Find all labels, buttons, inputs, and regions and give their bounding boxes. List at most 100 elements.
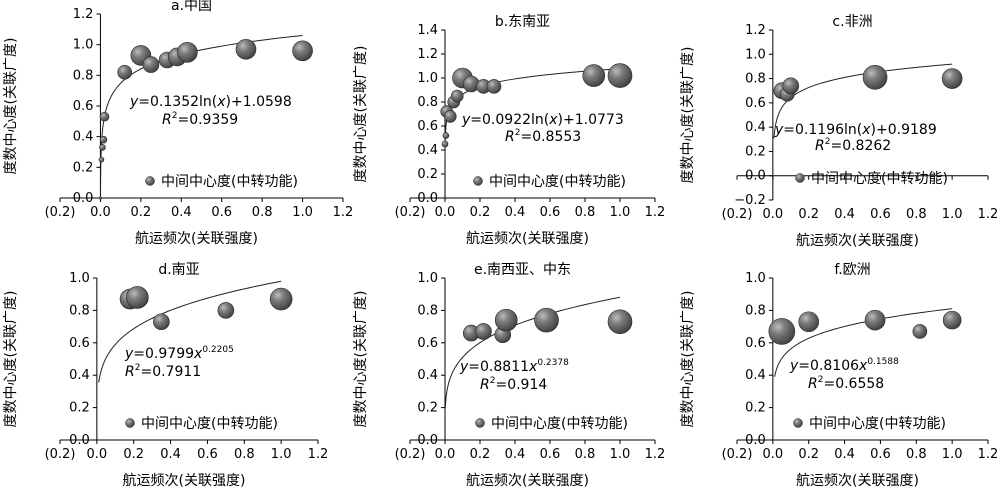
chart-panel-c: (0.2) 0.0 0.2 0.4 0.6 0.8 1.0 1.2−0.20.00.20.40… bbox=[680, 14, 998, 249]
x-tick-label: 0.8 bbox=[252, 205, 273, 220]
y-tick-label: 0.8 bbox=[417, 95, 438, 110]
regression-equation: y=0.8811x0.2378 bbox=[459, 358, 569, 375]
chart-title: c.非洲 bbox=[832, 14, 872, 30]
data-bubble bbox=[177, 42, 198, 63]
x-tick-label: 1.0 bbox=[942, 207, 963, 222]
y-tick-label: 0.2 bbox=[745, 144, 766, 159]
x-tick-label: (0.2) bbox=[722, 207, 753, 222]
data-bubble bbox=[475, 323, 492, 340]
y-tick-label: 0.0 bbox=[69, 433, 90, 448]
chart-panel-b: (0.2) 0.0 0.2 0.4 0.6 0.8 1.0 1.20.00.20.40.60.… bbox=[353, 14, 665, 247]
r-squared-value: R2=0.7911 bbox=[125, 363, 201, 380]
x-tick-label: 0.8 bbox=[575, 447, 596, 462]
data-bubble bbox=[99, 111, 110, 122]
y-tick-label: 0.8 bbox=[73, 68, 94, 83]
x-tick-label: 0.2 bbox=[470, 447, 491, 462]
x-tick-label: 1.0 bbox=[942, 447, 963, 462]
y-axis-label: 度数中心度(关联广度) bbox=[353, 291, 369, 428]
y-tick-label: 1.0 bbox=[417, 271, 438, 286]
data-bubble bbox=[441, 140, 449, 148]
x-tick-label: 0.8 bbox=[234, 447, 255, 462]
x-axis-label: 航运频次(关联强度) bbox=[466, 473, 589, 489]
trendline-curve bbox=[774, 308, 953, 377]
x-tick-label: 0.4 bbox=[505, 205, 526, 220]
data-bubble bbox=[768, 318, 796, 345]
y-tick-label: 0.6 bbox=[745, 96, 766, 111]
data-bubble bbox=[798, 311, 820, 333]
y-tick-label: 0.4 bbox=[745, 368, 766, 383]
legend-label: 中间中心度(中转功能) bbox=[141, 416, 278, 432]
y-tick-label: 1.0 bbox=[745, 47, 766, 62]
x-tick-label: 1.0 bbox=[271, 447, 292, 462]
x-tick-label: (0.2) bbox=[722, 447, 753, 462]
y-tick-label: 0.4 bbox=[69, 368, 90, 383]
y-tick-label: 0.2 bbox=[417, 167, 438, 182]
data-bubble bbox=[153, 313, 170, 331]
y-tick-label: 0.2 bbox=[73, 160, 94, 175]
x-tick-label: 0.8 bbox=[906, 207, 927, 222]
data-bubble bbox=[443, 110, 457, 123]
trendline-curve bbox=[98, 280, 282, 383]
chart-panel-f: (0.2) 0.0 0.2 0.4 0.6 0.8 1.0 1.20.00.20.40.60.… bbox=[680, 262, 998, 489]
data-bubble bbox=[864, 309, 886, 331]
data-bubble bbox=[486, 79, 502, 94]
x-tick-label: 0.4 bbox=[834, 207, 855, 222]
y-tick-label: 0.2 bbox=[69, 401, 90, 416]
y-tick-label: 0.6 bbox=[417, 336, 438, 351]
y-tick-label: 0.8 bbox=[417, 303, 438, 318]
y-tick-label: 1.0 bbox=[745, 271, 766, 286]
data-bubble bbox=[292, 40, 313, 62]
data-bubble bbox=[582, 64, 606, 87]
legend-marker bbox=[125, 418, 135, 428]
chart-title: e.南西亚、中东 bbox=[474, 262, 571, 278]
legend-label: 中间中心度(中转功能) bbox=[491, 416, 628, 432]
chart-panel-e: (0.2) 0.0 0.2 0.4 0.6 0.8 1.0 1.20.00.20.40.60.… bbox=[353, 262, 665, 489]
y-tick-label: 0.8 bbox=[69, 303, 90, 318]
chart-panel-d: (0.2) 0.0 0.2 0.4 0.6 0.8 1.0 1.20.00.20.40.60.… bbox=[3, 262, 328, 489]
legend-marker bbox=[795, 173, 805, 183]
x-tick-label: 0.0 bbox=[435, 205, 456, 220]
y-axis-label: 度数中心度(关联广度) bbox=[680, 291, 696, 428]
legend-marker bbox=[793, 418, 803, 428]
data-bubble bbox=[99, 135, 108, 144]
y-tick-label: 0.4 bbox=[417, 143, 438, 158]
data-bubble bbox=[99, 144, 106, 151]
r-squared-value: R2=0.8262 bbox=[815, 137, 891, 154]
x-tick-label: 0.6 bbox=[870, 447, 891, 462]
legend-label: 中间中心度(中转功能) bbox=[489, 174, 626, 190]
x-axis-label: 航运频次(关联强度) bbox=[466, 231, 589, 247]
x-tick-label: 0.0 bbox=[763, 447, 784, 462]
data-bubble bbox=[942, 310, 962, 330]
data-bubble bbox=[534, 307, 559, 333]
y-tick-label: 0.6 bbox=[745, 336, 766, 351]
y-tick-label: 0.6 bbox=[73, 99, 94, 114]
y-tick-label: 0.4 bbox=[745, 120, 766, 135]
y-tick-label: 0.8 bbox=[745, 303, 766, 318]
data-bubble bbox=[450, 89, 464, 103]
data-bubble bbox=[912, 324, 928, 339]
y-axis-label: 度数中心度(关联广度) bbox=[3, 38, 19, 175]
data-bubble bbox=[126, 286, 149, 309]
legend-label: 中间中心度(中转功能) bbox=[161, 174, 298, 190]
r-squared-value: R2=0.8553 bbox=[505, 128, 581, 145]
x-tick-label: 1.2 bbox=[645, 447, 666, 462]
legend-marker bbox=[145, 176, 155, 186]
r-squared-value: R2=0.6558 bbox=[808, 375, 884, 392]
r-squared-value: R2=0.914 bbox=[480, 376, 547, 393]
y-tick-label: 0.0 bbox=[417, 433, 438, 448]
data-bubble bbox=[862, 65, 888, 90]
y-tick-label: 0.2 bbox=[745, 401, 766, 416]
legend-marker bbox=[473, 176, 483, 186]
chart-title: a.中国 bbox=[171, 0, 212, 14]
data-bubble bbox=[98, 196, 102, 200]
y-tick-label: 0.0 bbox=[73, 191, 94, 206]
data-bubble bbox=[607, 63, 633, 88]
x-tick-label: 0.6 bbox=[197, 447, 218, 462]
data-bubble bbox=[941, 68, 963, 89]
data-bubble bbox=[217, 302, 235, 319]
x-axis-label: 航运频次(关联强度) bbox=[123, 473, 246, 489]
regression-equation: y=0.1196ln(x)+0.9189 bbox=[774, 122, 937, 138]
legend-marker bbox=[475, 418, 485, 428]
regression-equation: y=0.0922ln(x)+1.0773 bbox=[461, 112, 624, 128]
